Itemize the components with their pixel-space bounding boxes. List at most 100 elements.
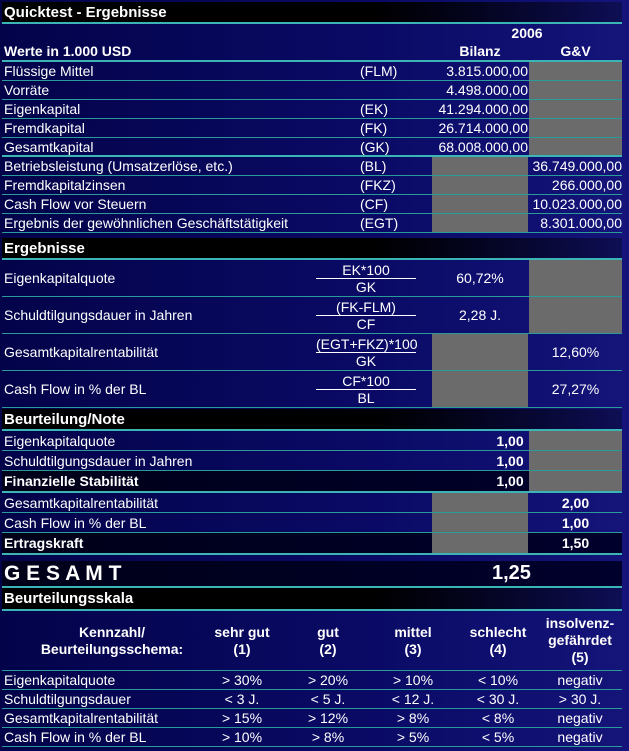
- input-row: Vorräte 4.498.000,00: [2, 81, 622, 100]
- row-abbr: (GK): [360, 138, 390, 155]
- input-row: Eigenkapital (EK) 41.294.000,00: [2, 100, 622, 119]
- formula: CF*100 BL: [316, 371, 416, 407]
- row-label: Vorräte: [4, 82, 50, 98]
- input-row: Flüssige Mittel (FLM) 3.815.000,00: [2, 62, 622, 81]
- row-label: Gesamtkapital: [4, 138, 94, 155]
- bilanz-grade: 1,00: [496, 473, 524, 489]
- scale-row-label: Schuldtilgungsdauer: [4, 691, 131, 707]
- gv-value: 266.000,00: [551, 177, 622, 193]
- result-row: Schuldtilgungsdauer in Jahren (FK-FLM) CF 2…: [2, 297, 622, 334]
- row-label: Cash Flow in % der BL: [4, 514, 147, 531]
- row-label: Gesamtkapitalrentabilität: [4, 494, 159, 511]
- row-abbr: (FLM): [360, 63, 398, 79]
- section-title: Beurteilung/Note: [4, 410, 125, 428]
- empty-cell: [432, 334, 528, 370]
- empty-cell: [432, 157, 528, 175]
- scale-header-cell: schlecht (4): [469, 623, 527, 657]
- section-title: Ergebnisse: [4, 239, 85, 257]
- result-row: Cash Flow in % der BL CF*100 BL 27,27%: [2, 371, 622, 408]
- result-row: Gesamtkapitalrentabilität (EGT+FKZ)*100 GK…: [2, 334, 622, 371]
- units-label: Werte in 1.000 USD: [4, 43, 132, 59]
- empty-cell: [529, 100, 622, 118]
- scale-threshold: > 10%: [392, 672, 434, 688]
- row-label: Fremdkapital: [4, 120, 85, 136]
- input-row: Ergebnis der gewöhnlichen Geschäftstätig…: [2, 214, 622, 233]
- input-row: Gesamtkapital (GK) 68.008.000,00: [2, 138, 622, 157]
- bilanz-header: Bilanz: [459, 43, 501, 59]
- input-row: Cash Flow vor Steuern (CF) 10.023.000,00: [2, 195, 622, 214]
- row-abbr: (CF): [360, 196, 388, 212]
- rating-row: Finanzielle Stabilität 1,00: [2, 471, 622, 493]
- empty-cell: [432, 195, 528, 213]
- bilanz-value: 26.714.000,00: [438, 120, 528, 136]
- formula-denominator: GK: [355, 278, 377, 295]
- total-label: G E S A M T: [4, 561, 122, 585]
- row-label: Eigenkapitalquote: [4, 432, 116, 449]
- empty-cell: [529, 471, 622, 491]
- rating-row: Schuldtilgungsdauer in Jahren 1,00: [2, 451, 622, 471]
- formula: EK*100 GK: [316, 260, 416, 296]
- scale-row-label: Gesamtkapitalrentabilität: [4, 710, 159, 726]
- page-title: Quicktest - Ergebnisse: [4, 3, 167, 21]
- year-label: 2006: [511, 25, 543, 41]
- row-abbr: (BL): [360, 158, 387, 174]
- scale-threshold: negativ: [557, 672, 603, 688]
- scale-threshold: < 3 J.: [224, 691, 260, 707]
- rating-row: Ertragskraft 1,50: [2, 533, 622, 555]
- row-label: Finanzielle Stabilität: [4, 473, 139, 489]
- scale-threshold: < 8%: [481, 710, 515, 726]
- bilanz-grade: 1,00: [496, 452, 524, 469]
- formula-numerator: EK*100: [316, 262, 416, 279]
- empty-cell: [529, 297, 622, 333]
- scale-threshold: negativ: [557, 710, 603, 726]
- empty-cell: [529, 451, 622, 470]
- row-abbr: (FK): [360, 120, 388, 136]
- row-label: Ertragskraft: [4, 535, 84, 551]
- total-value: 1,25: [492, 562, 531, 584]
- empty-cell: [529, 119, 622, 137]
- row-label: Eigenkapital: [4, 101, 81, 117]
- empty-cell: [529, 431, 622, 450]
- gv-grade: 2,00: [561, 494, 590, 511]
- scale-row: Cash Flow in % der BL > 10% > 8% > 5% < 5% ne…: [2, 728, 622, 747]
- gv-value: 27,27%: [551, 381, 600, 397]
- formula-numerator: CF*100: [316, 373, 416, 390]
- bilanz-value: 60,72%: [456, 270, 504, 286]
- result-row: Eigenkapitalquote EK*100 GK 60,72%: [2, 260, 622, 297]
- empty-cell: [432, 371, 528, 407]
- scale-header-cell: sehr gut (1): [214, 623, 270, 657]
- rating-header: Beurteilung/Note: [2, 409, 622, 431]
- row-abbr: (EK): [360, 101, 388, 117]
- row-label: Cash Flow in % der BL: [4, 381, 147, 397]
- formula: (FK-FLM) CF: [316, 297, 416, 333]
- scale-threshold: > 8%: [396, 710, 430, 726]
- scale-header-cell: gut (2): [317, 623, 339, 657]
- scale-header-cell: Kennzahl/ Beurteilungsschema:: [40, 623, 184, 657]
- row-abbr: (FKZ): [360, 177, 396, 193]
- scale-row: Gesamtkapitalrentabilität > 15% > 12% > 8% <…: [2, 709, 622, 728]
- scale-threshold: > 20%: [307, 672, 349, 688]
- gv-value: 8.301.000,00: [540, 215, 622, 231]
- scale-threshold: < 5%: [481, 729, 515, 745]
- bilanz-value: 41.294.000,00: [438, 101, 528, 117]
- rating-row: Cash Flow in % der BL 1,00: [2, 513, 622, 533]
- formula-denominator: BL: [357, 389, 375, 406]
- formula-denominator: GK: [355, 352, 377, 369]
- scale-header-cell: insolvenz- gefährdet (5): [545, 615, 615, 665]
- empty-cell: [432, 513, 528, 532]
- scale-column-header: Kennzahl/ Beurteilungsschema: sehr gut (1…: [2, 611, 622, 671]
- bilanz-value: 3.815.000,00: [446, 63, 528, 79]
- scale-threshold: < 30 J.: [476, 691, 520, 707]
- formula-denominator: CF: [356, 315, 376, 332]
- row-label: Gesamtkapitalrentabilität: [4, 344, 159, 360]
- scale-threshold: > 30%: [221, 672, 263, 688]
- input-row: Fremdkapitalzinsen (FKZ) 266.000,00: [2, 176, 622, 195]
- scale-row-label: Cash Flow in % der BL: [4, 729, 147, 745]
- row-label: Ergebnis der gewöhnlichen Geschäftstätig…: [4, 215, 289, 231]
- scale-threshold: > 30 J.: [558, 691, 602, 707]
- column-header: 2006 Werte in 1.000 USD Bilanz G&V: [2, 24, 622, 62]
- gv-value: 10.023.000,00: [532, 196, 622, 212]
- row-label: Flüssige Mittel: [4, 63, 94, 79]
- bilanz-value: 4.498.000,00: [446, 82, 528, 98]
- scale-threshold: < 10%: [477, 672, 519, 688]
